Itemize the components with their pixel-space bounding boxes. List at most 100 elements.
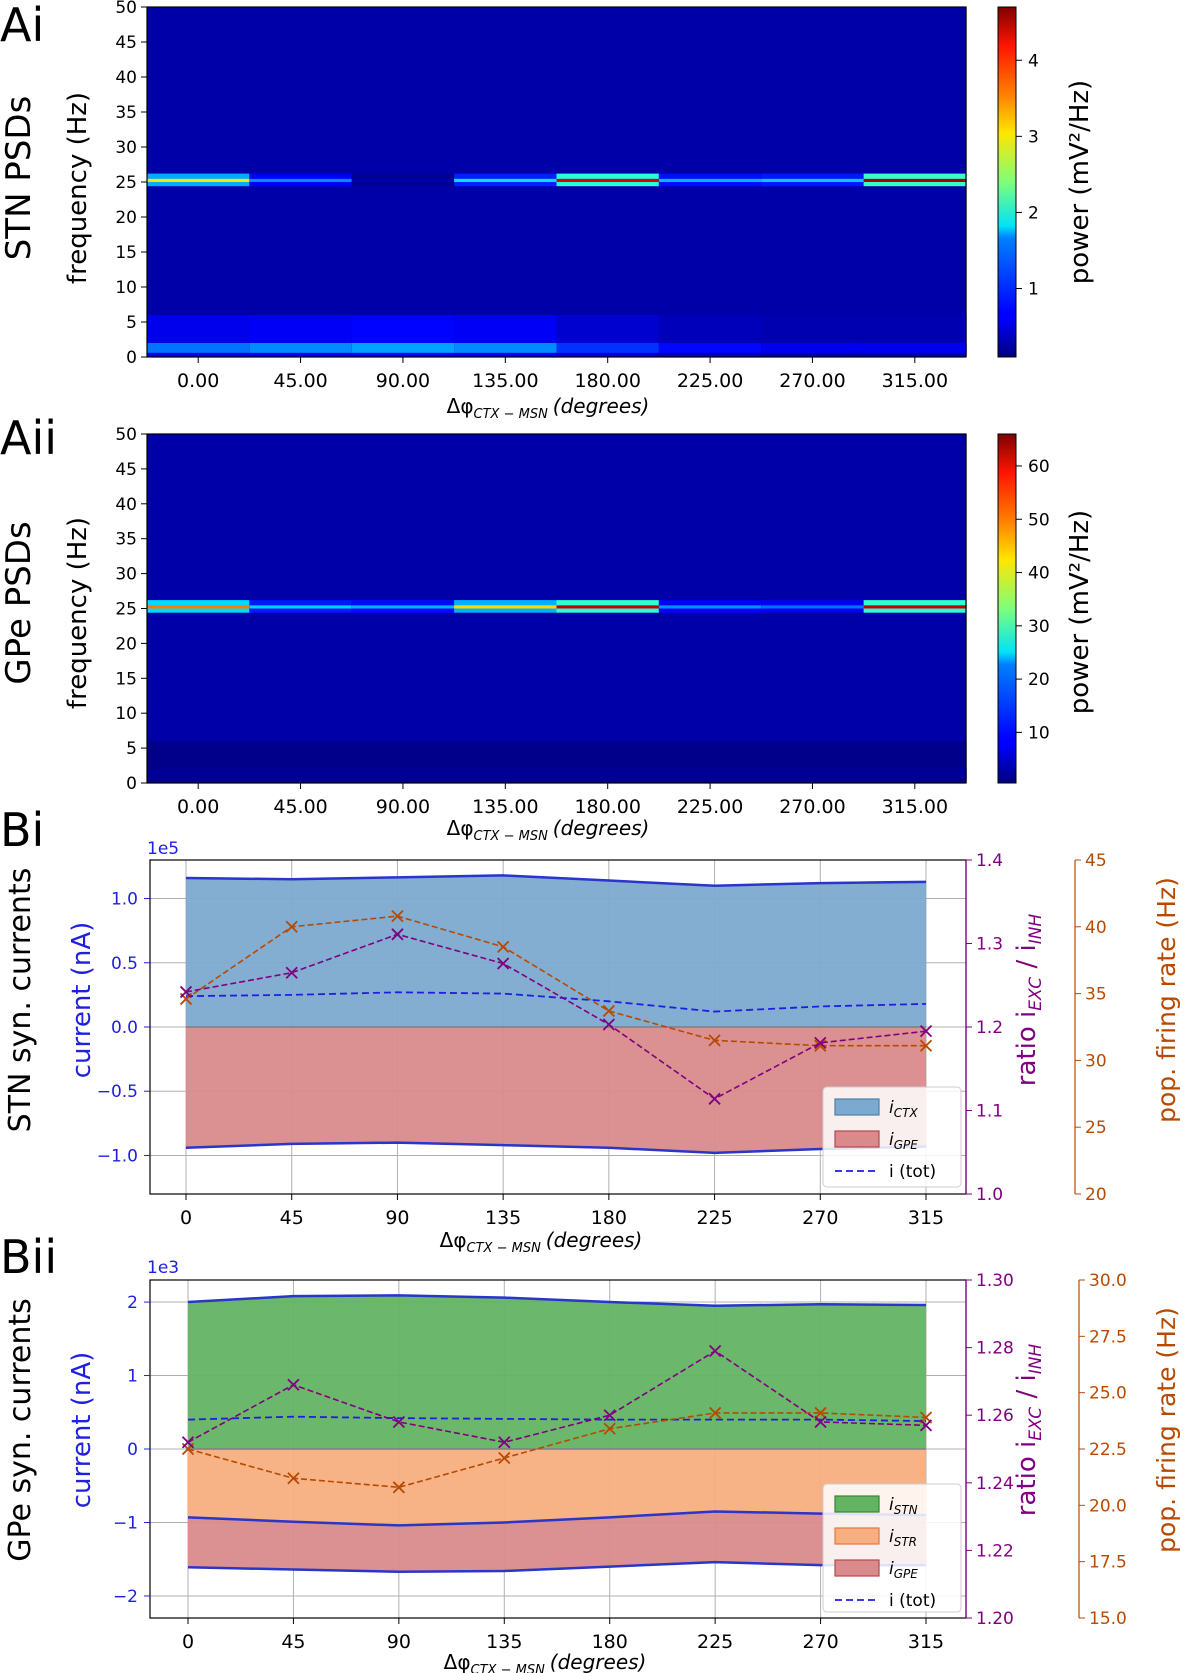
x-tick-label: 135.00 xyxy=(472,370,538,392)
lineplot-bi: −1.0 −0.5 0.0 0.5 1.0 0 45 90 135 180 225 270 315 1.0… xyxy=(97,851,1107,1229)
firing-rate-marker xyxy=(708,1034,721,1047)
firing-rate-marker xyxy=(285,920,298,933)
rate-tick-label: 27.5 xyxy=(1089,1327,1127,1347)
heatmap-lowfreq-peak xyxy=(761,769,865,779)
y-tick-label: 20 xyxy=(115,634,137,654)
y-tick-label: 35 xyxy=(115,103,137,123)
heatmap-lowfreq-peak xyxy=(147,769,250,779)
panel-bii: Bii GPe syn. currents current (nA) 1e3 −… xyxy=(0,1230,1181,1673)
colorbar-tick-label: 10 xyxy=(1028,723,1050,743)
ratio-marker xyxy=(814,1036,827,1049)
heatmap-peak-band xyxy=(351,605,455,609)
ratio-marker xyxy=(814,1415,827,1429)
y-tick-label: 0.5 xyxy=(111,954,138,974)
x-tick-label: 90 xyxy=(387,1631,411,1653)
rate-tick-label: 20.0 xyxy=(1089,1496,1127,1516)
x-tick-label: 45.00 xyxy=(273,370,327,392)
ratio-marker xyxy=(708,1092,721,1105)
y-tick-label: 20 xyxy=(115,208,137,228)
heatmap-lowfreq-peak xyxy=(556,343,660,353)
firing-rate-marker xyxy=(602,1004,615,1018)
heatmap-lowfreq-peak xyxy=(249,769,353,779)
y-tick-label: 0 xyxy=(126,348,137,368)
side-label-stn-psds: STN PSDs xyxy=(0,96,39,261)
ratio-tick-label: 1.4 xyxy=(976,851,1003,871)
heatmap-peak-band xyxy=(351,178,455,182)
rate-label-bi: pop. firing rate (Hz) xyxy=(1152,877,1181,1123)
x-tick-label: 0 xyxy=(182,1631,194,1653)
heatmap-peak-band xyxy=(147,178,250,182)
x-tick-label: 270 xyxy=(802,1631,838,1653)
y-tick-label: 1.0 xyxy=(111,890,138,910)
x-tick-label: 90 xyxy=(385,1207,409,1229)
heatmap-peak-band xyxy=(761,178,865,182)
legend-box xyxy=(822,1483,962,1613)
heatmap-lowfreq-peak xyxy=(454,343,558,353)
x-tick-label: 315 xyxy=(908,1207,944,1229)
legend-label: iGPE xyxy=(889,1130,918,1152)
side-label-stn-currents: STN syn. currents xyxy=(3,868,38,1133)
ctx-fill-edge xyxy=(185,874,927,887)
x-tick-label: 45 xyxy=(281,1631,305,1653)
ratio-marker xyxy=(181,1436,195,1449)
ratio-marker xyxy=(919,1025,933,1038)
colorbar-tick-label: 2 xyxy=(1028,203,1039,223)
colorbar-tick-label: 40 xyxy=(1028,564,1050,584)
heatmap-ai: 0.00 45.00 90.00 135.00 180.00 225.00 270.00 31… xyxy=(115,0,1038,392)
multiplier-bi: 1e5 xyxy=(147,839,179,859)
str-fill-edge xyxy=(187,1510,927,1527)
y-tick-label: 40 xyxy=(115,68,137,88)
heatmap-peak-band xyxy=(556,178,660,182)
y-tick-label: 50 xyxy=(115,425,137,445)
ratio-marker xyxy=(287,1378,300,1391)
x-tick-label: 225 xyxy=(696,1207,732,1229)
heatmap-aii: 0.00 45.00 90.00 135.00 180.00 225.00 270.00 31… xyxy=(115,425,1049,818)
heatmap-lowfreq-peak xyxy=(454,769,558,779)
stn-fill-edge xyxy=(187,1294,927,1307)
legend-label: iGPE xyxy=(889,1559,918,1581)
x-tick-label: 0 xyxy=(180,1207,192,1229)
legend-swatch xyxy=(834,1559,880,1577)
firing-rate-marker xyxy=(287,1472,300,1485)
legend-label: iCTX xyxy=(889,1098,918,1120)
gpe-fill xyxy=(186,1027,926,1153)
heatmap-peak-band xyxy=(863,605,967,609)
x-tick-label: 0.00 xyxy=(177,796,219,818)
xlabel-ai: ΔφCTX − MSN (degrees) xyxy=(447,394,650,422)
heatmap-peak-band xyxy=(454,178,558,182)
gpe-fill-edge xyxy=(185,1141,927,1155)
ratio-marker xyxy=(919,1419,933,1432)
ratio-tick-label: 1.22 xyxy=(976,1541,1014,1561)
y-tick-label: −0.5 xyxy=(97,1082,138,1102)
ratio-tick-label: 1.30 xyxy=(976,1271,1014,1291)
x-tick-label: 180 xyxy=(591,1207,627,1229)
panel-ai: Ai STN PSDs frequency (Hz) 0.00 45.00 90.0… xyxy=(0,0,1095,422)
ratio-marker xyxy=(498,1436,511,1449)
ratio-tick-label: 1.3 xyxy=(976,935,1003,955)
y-tick-label: 5 xyxy=(126,739,137,759)
heatmap-lowfreq-peak xyxy=(658,769,762,779)
legend-swatch xyxy=(834,1527,880,1545)
y-tick-label: 2 xyxy=(127,1293,138,1313)
y-tick-label: 40 xyxy=(115,495,137,515)
y-tick-label: 0 xyxy=(126,774,137,794)
y-tick-label: 0 xyxy=(127,1440,138,1460)
ratio-marker xyxy=(602,1018,615,1031)
y-tick-label: −1 xyxy=(113,1513,138,1533)
x-tick-label: 45 xyxy=(280,1207,304,1229)
firing-rate-line xyxy=(185,915,926,1047)
panel-label-bii: Bii xyxy=(0,1230,57,1284)
y-tick-label: 30 xyxy=(115,138,137,158)
rate-tick-label: 25 xyxy=(1085,1118,1107,1138)
heatmap-lowfreq-peak xyxy=(147,343,250,353)
legend-label: iSTN xyxy=(889,1495,918,1517)
x-tick-label: 270 xyxy=(802,1207,838,1229)
ratio-label-bi: ratio iEXC / iINH xyxy=(1012,914,1046,1087)
y-tick-label: −1.0 xyxy=(97,1146,138,1166)
x-tick-label: 225 xyxy=(697,1631,733,1653)
xlabel-bii: ΔφCTX − MSN (degrees) xyxy=(444,1650,647,1673)
y-tick-label: 50 xyxy=(115,0,137,18)
x-tick-label: 135 xyxy=(486,1631,522,1653)
x-tick-label: 180.00 xyxy=(574,796,640,818)
